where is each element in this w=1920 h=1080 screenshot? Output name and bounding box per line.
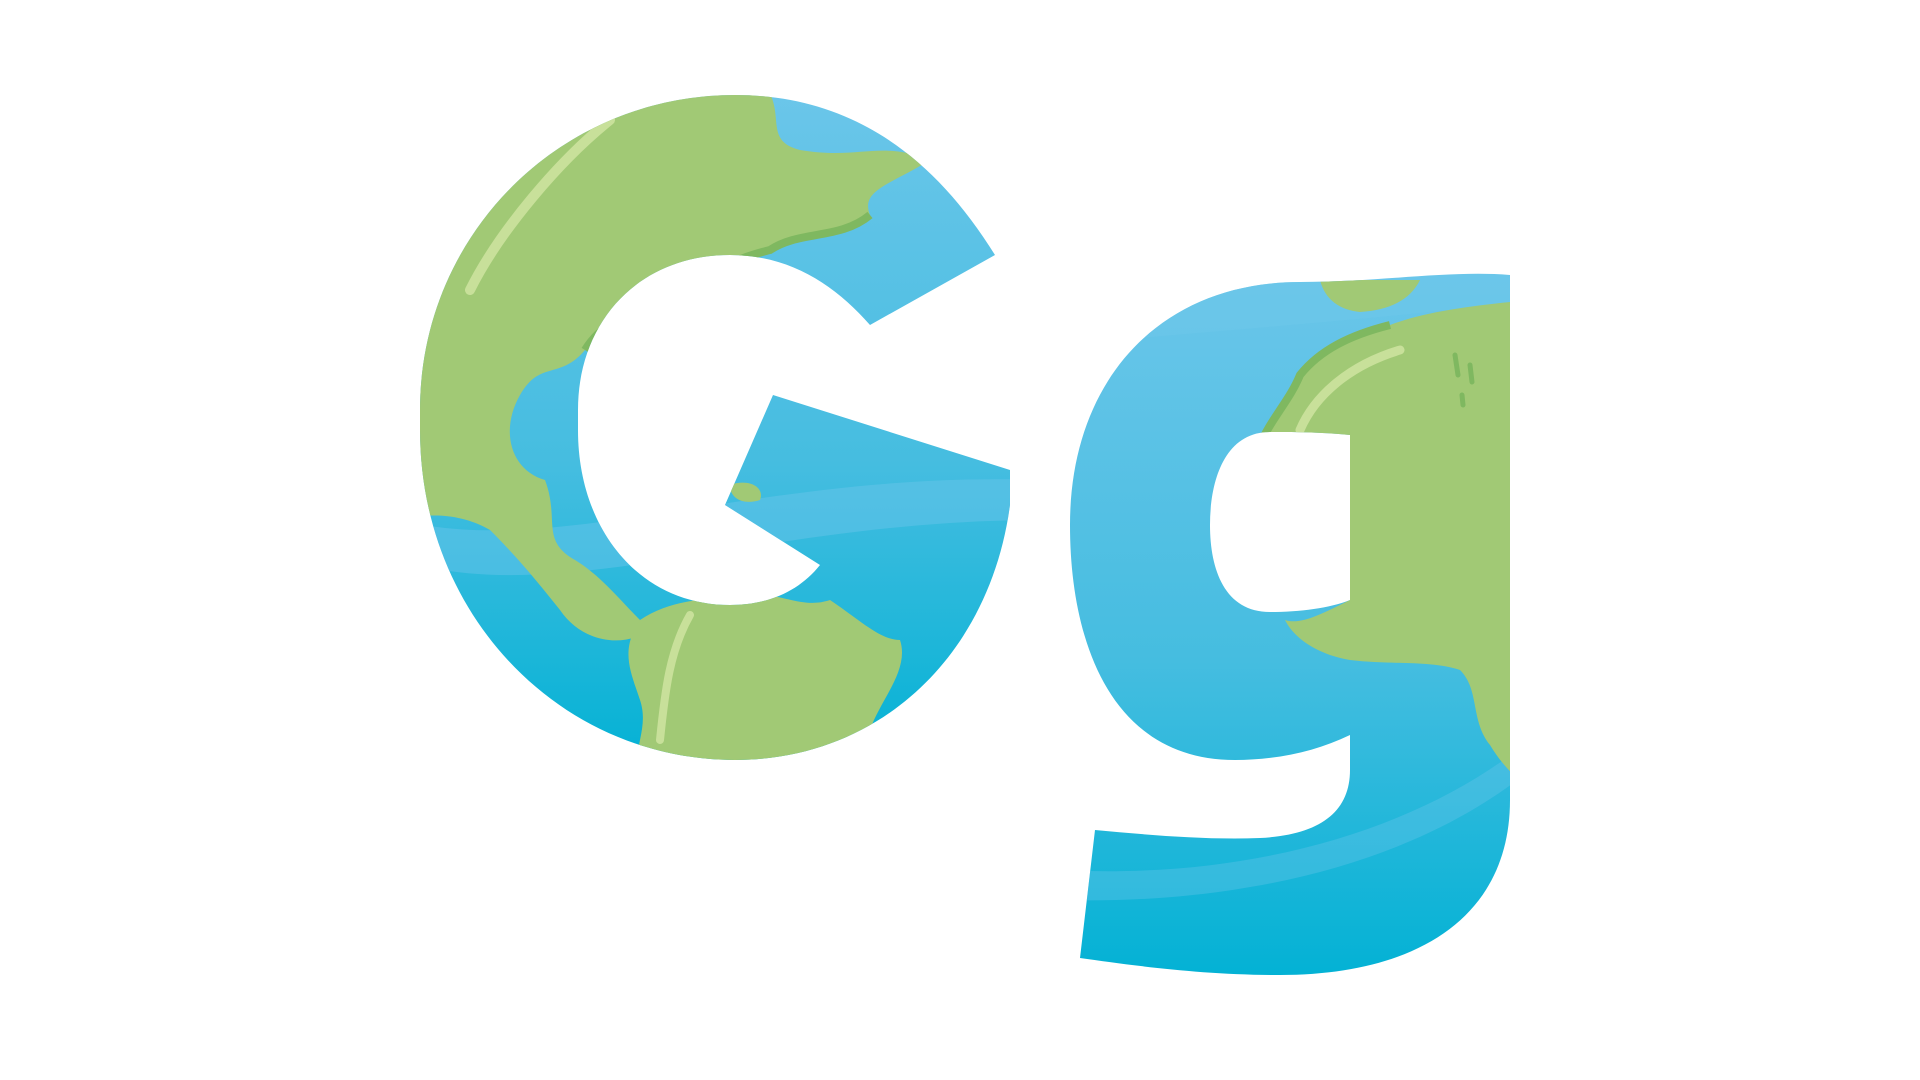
letter-g-land-marks (1452, 352, 1475, 408)
letter-G-land-highlight (465, 115, 615, 295)
letter-g-land-main (1255, 300, 1510, 790)
letter-g-wave-bottom (1070, 740, 1510, 901)
letter-g-land-shadow (1256, 321, 1391, 447)
letter-G-land-north (420, 95, 930, 641)
letter-G-island (730, 482, 761, 502)
letter-G-globe (420, 95, 1010, 760)
letter-G-land-south-highlight (656, 611, 694, 744)
letter-g-globe (1070, 273, 1510, 975)
letter-g-land-top (1320, 280, 1420, 312)
letter-g-land-highlight (1295, 345, 1405, 435)
letter-G-land-south (628, 594, 902, 760)
